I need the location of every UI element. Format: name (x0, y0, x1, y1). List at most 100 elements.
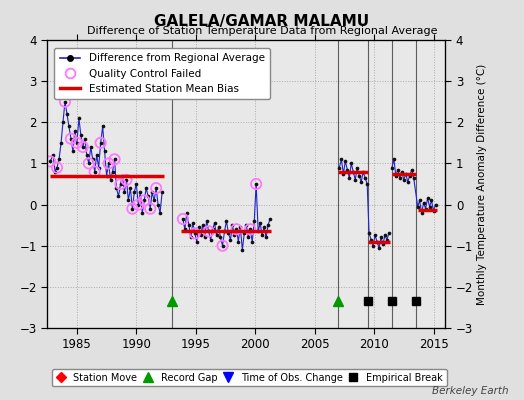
Point (236, 224, 245, 230)
Point (73, 140, 81, 146)
Point (226, 236, 235, 243)
Point (260, 224, 268, 230)
Point (79, 144, 87, 150)
Point (394, 166, 402, 173)
Point (134, 201, 143, 208)
Point (258, 232, 266, 239)
Point (232, 226, 241, 232)
Point (396, 175, 404, 181)
Point (262, 234, 270, 241)
Point (361, 175, 369, 181)
Point (250, 218, 258, 224)
Point (343, 166, 352, 173)
Point (406, 172, 414, 179)
Point (224, 230, 233, 236)
Point (154, 201, 162, 208)
Point (106, 177, 115, 183)
Text: Difference of Station Temperature Data from Regional Average: Difference of Station Temperature Data f… (87, 26, 437, 36)
Point (423, 195, 432, 202)
Point (91, 168, 99, 175)
Point (67, 136, 75, 142)
Y-axis label: Monthly Temperature Anomaly Difference (°C): Monthly Temperature Anomaly Difference (… (477, 63, 487, 305)
Point (210, 220, 219, 226)
Point (183, 210, 191, 216)
Point (401, 170, 410, 177)
Point (122, 177, 130, 183)
Point (244, 234, 253, 241)
Point (116, 181, 125, 187)
Point (84, 160, 93, 167)
Point (416, 197, 424, 204)
Point (419, 199, 428, 206)
Point (228, 222, 236, 228)
Point (347, 160, 355, 167)
Point (152, 185, 160, 191)
Point (232, 226, 241, 232)
Point (418, 210, 426, 216)
Point (142, 185, 150, 191)
Point (49, 152, 57, 158)
Point (363, 181, 372, 187)
Point (132, 181, 140, 187)
Point (55, 156, 63, 162)
Point (201, 234, 209, 241)
Point (59, 119, 67, 126)
Point (421, 206, 430, 212)
Point (83, 152, 91, 158)
Point (196, 232, 205, 239)
Point (179, 216, 187, 222)
Point (73, 140, 81, 146)
Point (204, 228, 213, 234)
Point (252, 181, 260, 187)
Point (192, 238, 201, 245)
Point (84, 160, 93, 167)
Point (341, 158, 350, 164)
Point (101, 148, 109, 154)
Point (204, 228, 213, 234)
Point (112, 185, 121, 191)
Point (94, 164, 103, 171)
Point (209, 226, 217, 232)
Point (359, 168, 367, 175)
Point (134, 201, 143, 208)
Point (230, 232, 238, 239)
Point (390, 156, 398, 162)
Point (349, 168, 357, 175)
Point (104, 160, 113, 167)
Point (75, 115, 83, 121)
Point (379, 240, 387, 247)
Point (86, 144, 95, 150)
Point (264, 222, 272, 228)
Point (181, 226, 189, 232)
Point (158, 189, 166, 196)
Point (234, 238, 243, 245)
Point (96, 140, 105, 146)
Point (136, 189, 145, 196)
Point (118, 172, 127, 179)
Point (116, 181, 125, 187)
Point (152, 185, 160, 191)
Point (219, 242, 227, 249)
Point (91, 168, 99, 175)
Point (65, 123, 73, 130)
Point (99, 123, 107, 130)
Point (248, 238, 256, 245)
Text: Berkeley Earth: Berkeley Earth (432, 386, 508, 396)
Point (124, 197, 133, 204)
Point (219, 242, 227, 249)
Point (126, 185, 135, 191)
Point (199, 222, 207, 228)
Point (130, 189, 138, 196)
Point (254, 228, 263, 234)
Point (179, 216, 187, 222)
Point (216, 234, 225, 241)
Point (388, 164, 396, 171)
Point (61, 98, 69, 105)
Point (408, 166, 416, 173)
Point (391, 172, 400, 179)
Point (220, 228, 228, 234)
Point (46, 158, 54, 164)
Point (214, 224, 223, 230)
Point (81, 136, 89, 142)
Text: GALELA/GAMAR MALAMU: GALELA/GAMAR MALAMU (155, 14, 369, 29)
